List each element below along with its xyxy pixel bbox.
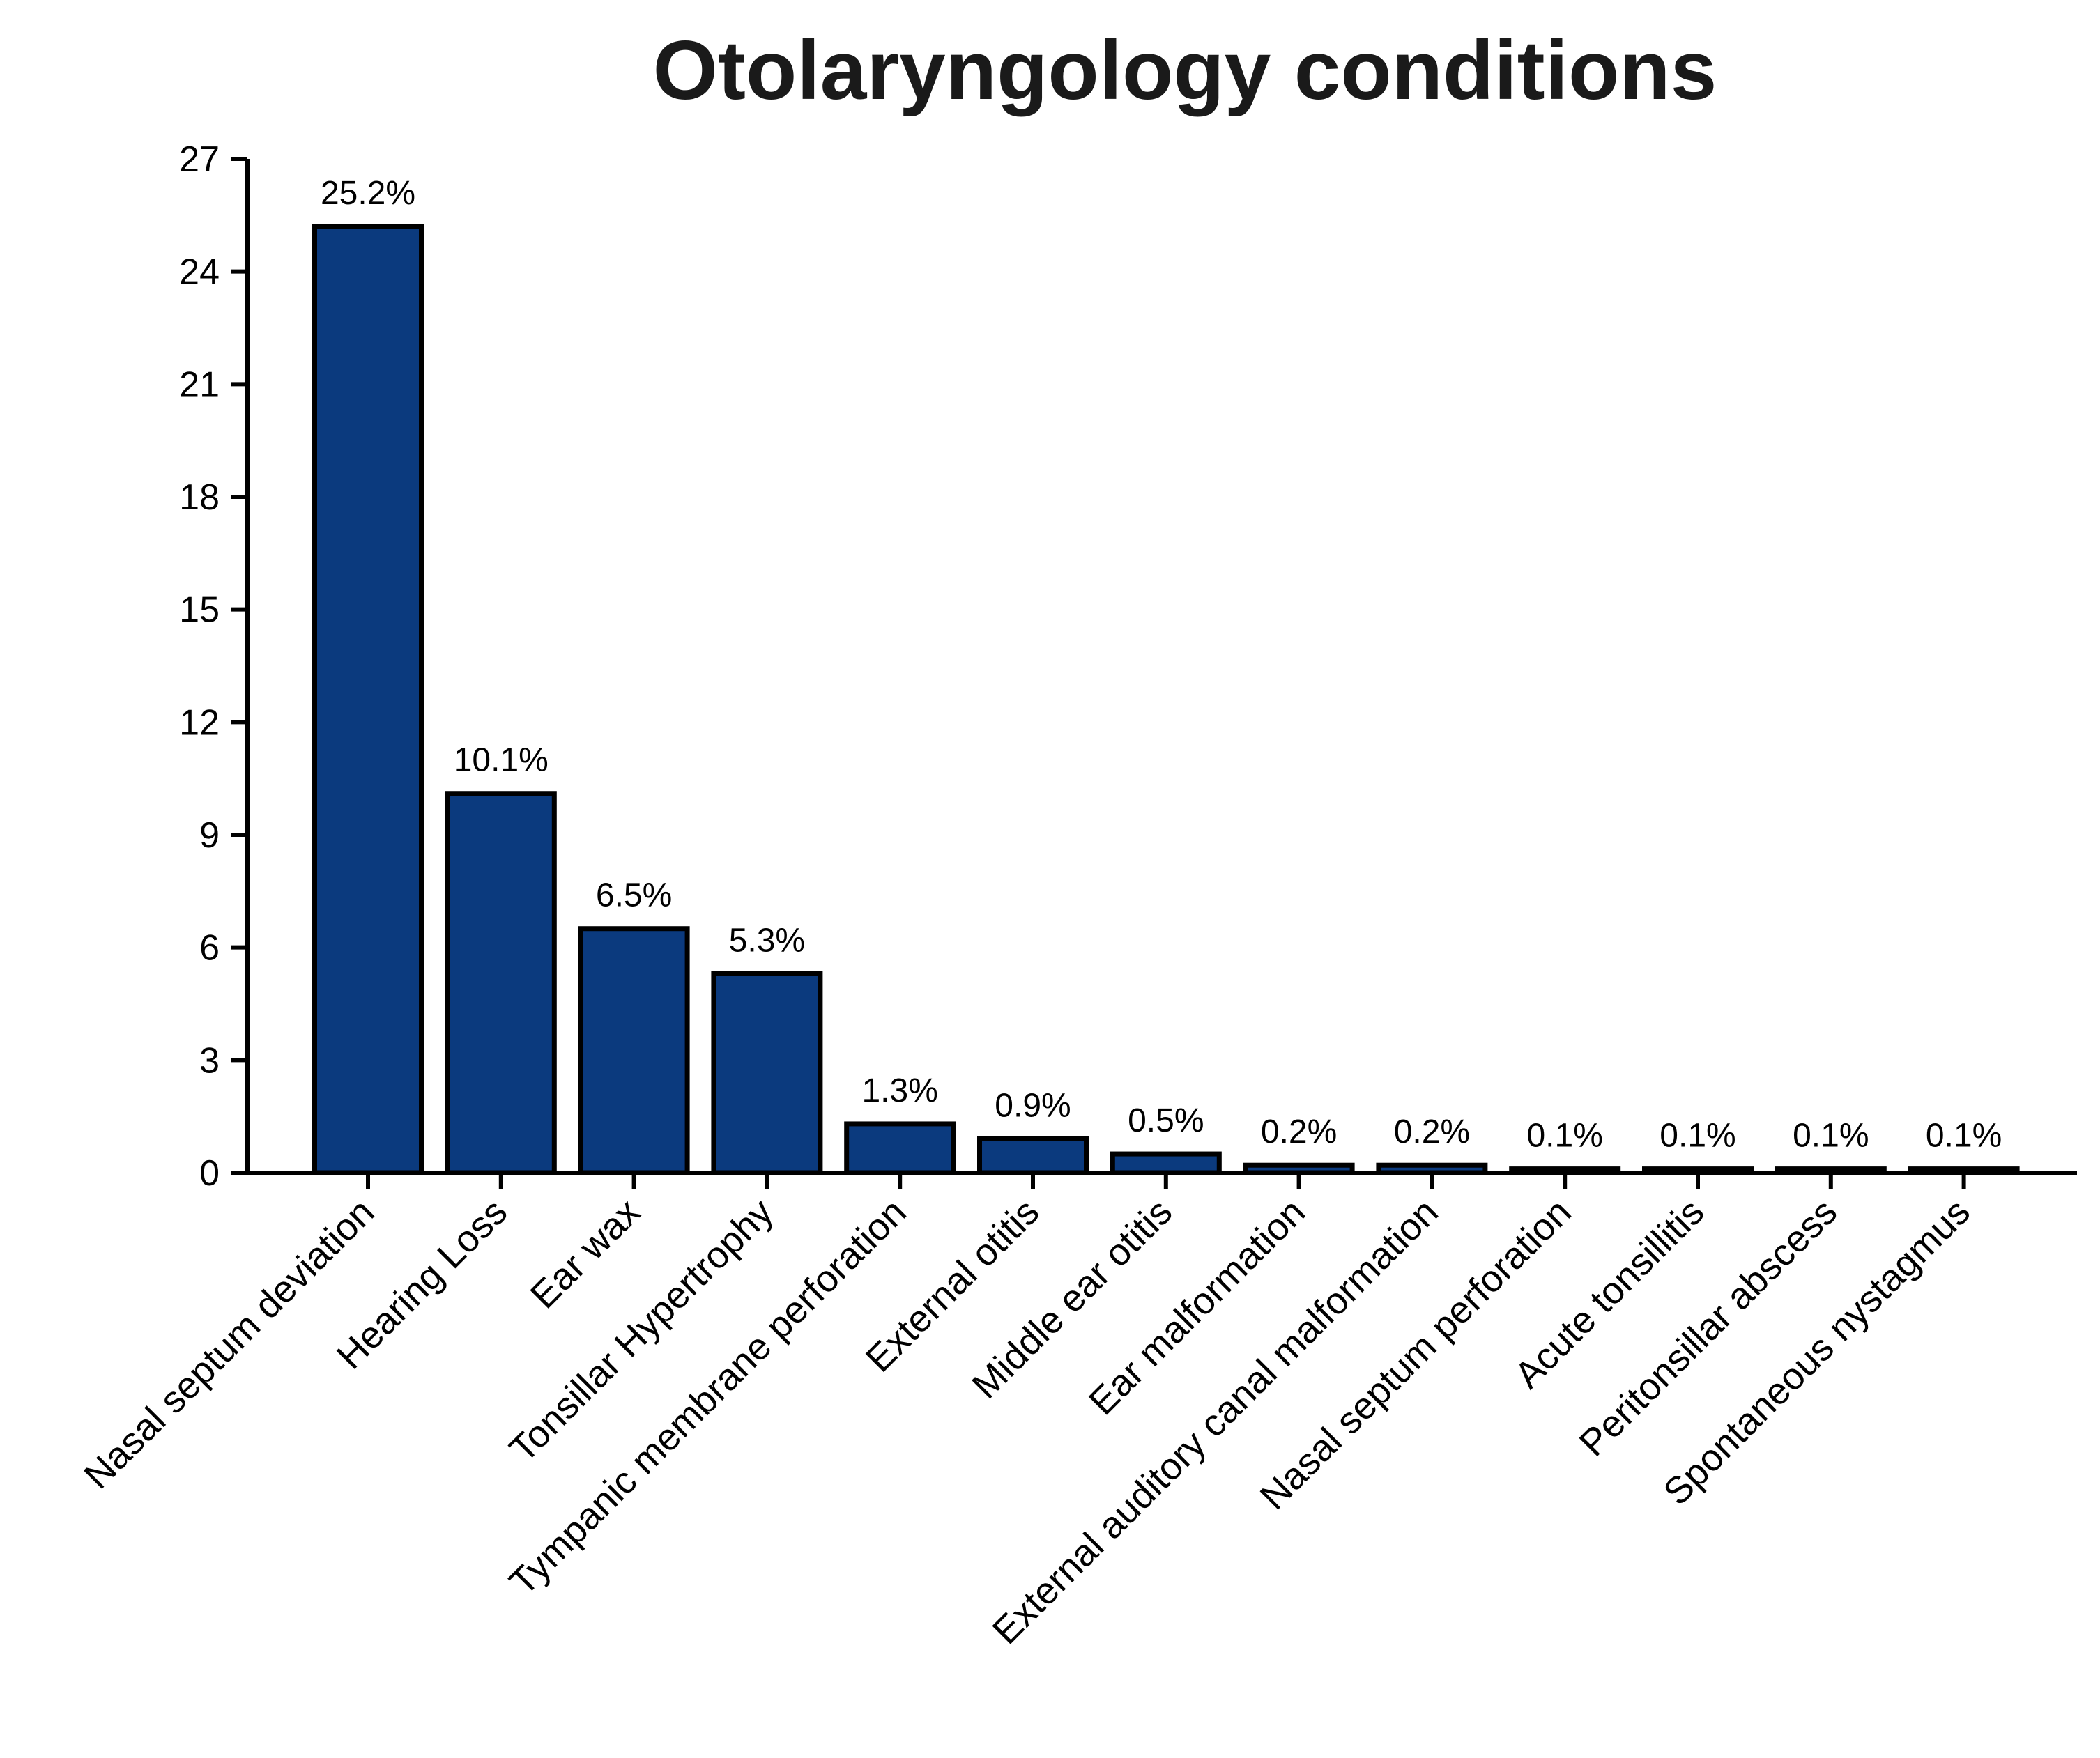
data-label: 0.1% — [1793, 1118, 1869, 1155]
data-label: 0.1% — [1926, 1118, 2002, 1155]
data-label: 0.2% — [1261, 1113, 1337, 1150]
data-labels: 25.2% 10.1% 6.5% 5.3% 1.3% 0.9% 0.5% 0.2% 0.2% 0.… — [321, 175, 2002, 1155]
data-label: 5.3% — [729, 922, 805, 959]
category-label: Ear wax — [523, 1191, 648, 1316]
category-label: Tonsillar Hypertrophy — [502, 1191, 781, 1470]
bar — [1775, 1166, 1887, 1175]
y-tick-label: 9 — [199, 815, 220, 856]
chart-title: Otolaryngology conditions — [653, 24, 1717, 117]
y-tick-label: 15 — [179, 590, 220, 631]
bar — [1376, 1162, 1488, 1175]
data-label: 25.2% — [321, 175, 415, 212]
data-label: 6.5% — [596, 877, 672, 914]
data-label: 10.1% — [454, 742, 549, 779]
y-tick-label: 21 — [179, 364, 220, 405]
data-label: 0.1% — [1526, 1118, 1602, 1155]
y-axis: 0 3 6 9 12 15 18 21 24 27 — [179, 139, 250, 1194]
bar — [1509, 1166, 1621, 1175]
y-tick-label: 24 — [179, 252, 220, 293]
bar — [977, 1136, 1089, 1175]
y-tick-label: 6 — [199, 928, 220, 969]
data-label: 1.3% — [861, 1072, 937, 1109]
y-tick-label: 18 — [179, 477, 220, 518]
y-tick-label: 3 — [199, 1040, 220, 1081]
y-tick-label: 12 — [179, 702, 220, 743]
data-label: 0.5% — [1128, 1102, 1204, 1139]
bar — [578, 926, 690, 1175]
data-label: 0.1% — [1660, 1118, 1735, 1155]
bar — [1642, 1166, 1754, 1175]
y-tick-label: 0 — [199, 1153, 220, 1194]
data-label: 0.2% — [1394, 1113, 1470, 1150]
bar — [1110, 1151, 1222, 1175]
data-label: 0.9% — [995, 1088, 1071, 1125]
bars — [312, 224, 2020, 1175]
category-label: Peritonsillar abscess — [1572, 1191, 1846, 1465]
bar — [445, 791, 557, 1175]
bar — [1908, 1166, 2020, 1175]
y-tick-label: 27 — [179, 139, 220, 180]
x-axis — [247, 1171, 2077, 1189]
bar — [844, 1121, 956, 1175]
bar — [312, 224, 424, 1175]
bar — [711, 971, 823, 1175]
bar — [1243, 1162, 1355, 1175]
